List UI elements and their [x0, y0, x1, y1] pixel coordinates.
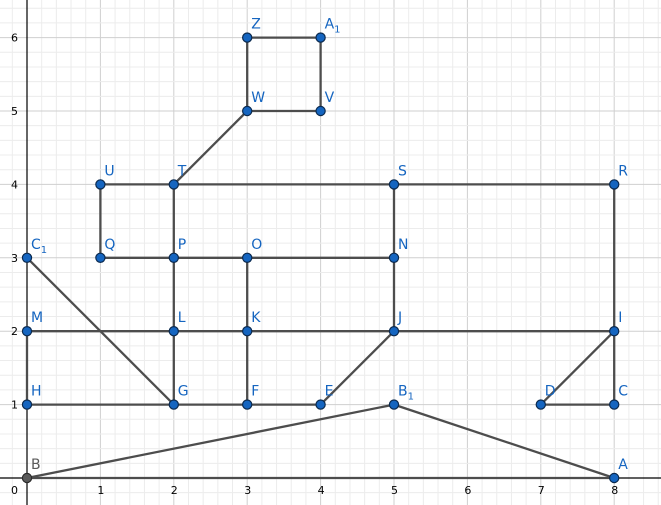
x-tick-label: 3 [244, 484, 251, 497]
point-label-C1: C1 [31, 237, 47, 256]
segment-E-J [319, 330, 396, 406]
y-tick-label: 4 [11, 178, 18, 191]
point-M[interactable] [21, 326, 33, 337]
segment-T-W [172, 109, 249, 186]
x-tick-label: 2 [171, 484, 178, 497]
point-U[interactable] [95, 179, 106, 190]
point-label-C: C [618, 384, 628, 400]
point-C[interactable] [609, 399, 620, 410]
point-W[interactable] [241, 105, 253, 117]
x-tick-label: 7 [538, 484, 545, 497]
y-tick-label: 3 [11, 252, 18, 265]
point-label-W: W [251, 90, 265, 106]
point-A1[interactable] [315, 32, 326, 43]
point-label-E: E [325, 384, 334, 400]
point-label-P: P [178, 237, 186, 253]
point-label-subscript: 1 [408, 392, 414, 403]
point-label-A: A [618, 457, 628, 473]
point-K[interactable] [241, 326, 253, 337]
point-L[interactable] [168, 326, 179, 337]
point-C1[interactable] [21, 252, 33, 263]
x-tick-label: 0 [11, 484, 18, 497]
point-label-F: F [251, 384, 259, 400]
point-label-U: U [104, 163, 114, 179]
point-S[interactable] [388, 179, 400, 190]
point-label-O: O [251, 237, 262, 253]
y-tick-label: 1 [11, 399, 18, 412]
point-label-L: L [178, 310, 186, 326]
point-A[interactable] [609, 472, 620, 484]
points [21, 32, 620, 484]
segment-B1-A [392, 403, 616, 480]
point-label-H: H [31, 384, 42, 400]
point-V[interactable] [315, 105, 326, 117]
point-F[interactable] [241, 399, 253, 410]
point-I[interactable] [609, 326, 620, 337]
point-label-A1: A1 [325, 17, 341, 36]
point-O[interactable] [241, 252, 253, 263]
segment-C1-G [25, 256, 175, 406]
point-H[interactable] [21, 399, 33, 410]
segment-B-B1 [25, 403, 396, 480]
point-label-S: S [398, 163, 407, 179]
point-label-R: R [618, 163, 628, 179]
point-G[interactable] [168, 399, 179, 410]
point-label-B1: B1 [398, 384, 414, 403]
point-B1[interactable] [388, 399, 400, 410]
point-Z[interactable] [241, 32, 253, 43]
point-E[interactable] [315, 399, 326, 410]
point-B[interactable] [21, 472, 33, 484]
y-tick-label: 5 [11, 105, 18, 118]
point-label-G: G [178, 384, 189, 400]
point-R[interactable] [609, 179, 620, 190]
x-tick-label: 5 [391, 484, 398, 497]
point-label-N: N [398, 237, 408, 253]
point-Q[interactable] [95, 252, 106, 263]
point-J[interactable] [388, 326, 400, 337]
point-N[interactable] [388, 252, 400, 263]
point-label-Z: Z [251, 17, 261, 33]
x-tick-label: 4 [318, 484, 325, 497]
point-label-subscript: 1 [41, 245, 47, 256]
point-label-K: K [251, 310, 261, 326]
x-tick-label: 8 [611, 484, 618, 497]
point-label-D: D [545, 384, 556, 400]
point-label-I: I [618, 310, 622, 326]
point-label-T: T [177, 163, 187, 179]
point-label-M: M [31, 310, 43, 326]
x-tick-label: 1 [97, 484, 104, 497]
segments [25, 36, 616, 480]
x-tick-label: 6 [464, 484, 471, 497]
segment-D-I [539, 330, 616, 406]
y-tick-label: 2 [11, 325, 18, 338]
point-D[interactable] [535, 399, 547, 410]
point-P[interactable] [168, 252, 179, 263]
y-tick-label: 6 [11, 32, 18, 45]
point-label-V: V [325, 90, 335, 106]
point-label-Q: Q [104, 237, 115, 253]
point-label-B: B [31, 457, 41, 473]
point-label-J: J [397, 310, 402, 326]
point-T[interactable] [168, 179, 179, 190]
point-label-subscript: 1 [334, 25, 340, 36]
